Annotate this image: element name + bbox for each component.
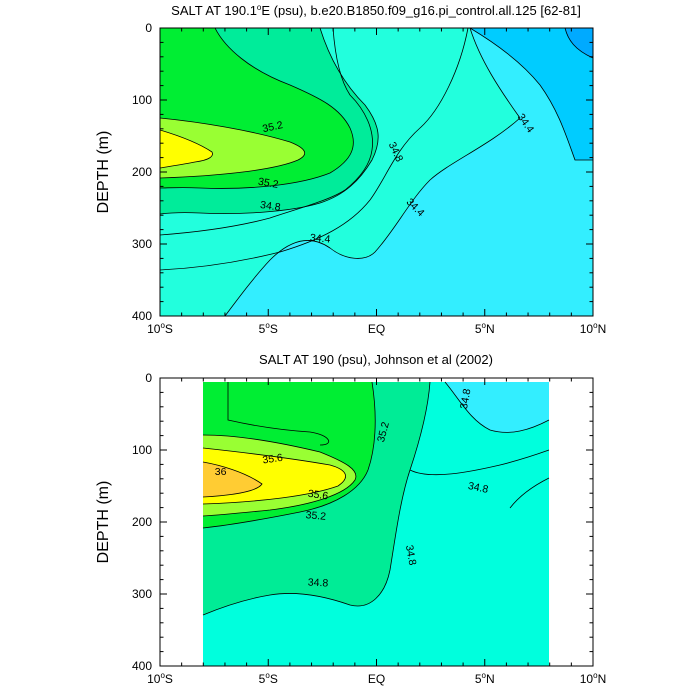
panel-2-axes: 10oS 5oS EQ 5oN 10oN 0 100 200 300 400 bbox=[132, 371, 606, 686]
contour-label-text: 34.8 bbox=[467, 480, 490, 496]
contour-label: 34.8 bbox=[458, 388, 473, 410]
panel-1-title: SALT AT 190.1oE (psu), b.e20.B1850.f09_g… bbox=[171, 3, 581, 18]
contour-line bbox=[509, 477, 550, 509]
x-tick-label: EQ bbox=[368, 322, 385, 336]
panel-2-fill bbox=[202, 381, 550, 666]
contour-line bbox=[202, 381, 431, 616]
contour-label: 35.2 bbox=[305, 509, 327, 523]
contour-label: 35.2 bbox=[261, 119, 284, 135]
contour-line bbox=[202, 434, 357, 517]
contour-line bbox=[564, 28, 593, 59]
contour-label: 34.8 bbox=[259, 199, 281, 214]
contour-line bbox=[444, 381, 550, 433]
x-tick-label: 5oN bbox=[475, 321, 495, 336]
panel-1-axes: 10oS 5oS EQ 5oN 10oN 0 100 200 300 400 bbox=[132, 21, 606, 336]
region-35.6 bbox=[160, 130, 213, 168]
y-tick-label: 300 bbox=[132, 587, 152, 601]
panel-2-title: SALT AT 190 (psu), Johnson et al (2002) bbox=[259, 352, 493, 367]
contour-label: 34.4 bbox=[309, 232, 331, 246]
x-tick-label: 5oS bbox=[259, 321, 278, 336]
contour-line bbox=[224, 28, 521, 316]
x-tick-label: 5oS bbox=[259, 671, 278, 686]
y-tick-label: 200 bbox=[132, 165, 152, 179]
contour-line bbox=[160, 28, 379, 215]
contour-line bbox=[160, 117, 306, 179]
y-tick-label: 300 bbox=[132, 237, 152, 251]
contour-line bbox=[160, 28, 469, 271]
y-tick-label: 100 bbox=[132, 443, 152, 457]
contour-label-text: 35.2 bbox=[257, 176, 279, 191]
contour-label-text: 34.8 bbox=[308, 576, 329, 589]
x-tick-label: 5oN bbox=[475, 671, 495, 686]
panel-1-fill bbox=[160, 28, 593, 316]
contour-label-text: 35.2 bbox=[375, 421, 392, 444]
contour-label: 35.6 bbox=[307, 488, 329, 503]
contour-label-text: 34.8 bbox=[458, 388, 473, 410]
x-tick-label: 10oS bbox=[147, 321, 173, 336]
contour-label-text: 35.2 bbox=[305, 509, 327, 523]
y-tick-label: 400 bbox=[132, 309, 152, 323]
y-tick-label: 100 bbox=[132, 93, 152, 107]
contour-label: 34.8 bbox=[467, 480, 490, 496]
contour-label-text: 36 bbox=[215, 466, 227, 478]
contour-line bbox=[202, 381, 376, 529]
contour-line bbox=[202, 447, 346, 505]
panel-observations: SALT AT 190 (psu), Johnson et al (2002) … bbox=[95, 352, 606, 686]
panel-1-ylabel: DEPTH (m) bbox=[95, 131, 112, 214]
contour-line bbox=[160, 28, 373, 236]
x-tick-label: 10oS bbox=[147, 671, 173, 686]
x-tick-label: EQ bbox=[368, 672, 385, 686]
panel-model: SALT AT 190.1oE (psu), b.e20.B1850.f09_g… bbox=[95, 3, 606, 336]
contour-label-text: 34.4 bbox=[309, 232, 331, 246]
contour-label: 35.6 bbox=[262, 452, 284, 467]
contour-line bbox=[160, 28, 354, 189]
contour-line bbox=[227, 382, 330, 446]
contour-label: 34.8 bbox=[308, 576, 329, 589]
region-34.1 bbox=[470, 28, 593, 160]
x-tick-label: 10oN bbox=[580, 671, 606, 686]
contour-label: 34.8 bbox=[403, 544, 418, 566]
y-tick-label: 0 bbox=[145, 21, 152, 35]
contour-label-text: 34.8 bbox=[403, 544, 418, 566]
y-tick-label: 200 bbox=[132, 515, 152, 529]
contour-line bbox=[202, 461, 263, 498]
region-34.0 bbox=[565, 28, 593, 58]
contour-line bbox=[469, 28, 593, 161]
contour-label-text: 35.6 bbox=[262, 452, 284, 467]
region-36.0 bbox=[203, 462, 262, 497]
x-tick-label: 10oN bbox=[580, 321, 606, 336]
contour-label-text: 35.6 bbox=[307, 488, 329, 503]
contour-line bbox=[409, 449, 550, 476]
y-tick-label: 400 bbox=[132, 659, 152, 673]
region-34.6 bbox=[445, 382, 549, 433]
contour-line bbox=[160, 129, 213, 169]
contour-label-text: 35.2 bbox=[261, 119, 284, 135]
panel-2-ylabel: DEPTH (m) bbox=[95, 481, 112, 564]
contour-label: 36 bbox=[215, 466, 227, 478]
contour-label-text: 34.8 bbox=[259, 199, 281, 214]
region-35.4 bbox=[160, 118, 305, 178]
contour-label: 35.2 bbox=[257, 176, 279, 191]
contour-label: 35.2 bbox=[375, 421, 392, 444]
y-tick-label: 0 bbox=[145, 371, 152, 385]
panel-2-contour-labels: 36 35.6 35.6 35.2 35.2 34.8 34.8 34.8 34.8 bbox=[215, 388, 490, 590]
